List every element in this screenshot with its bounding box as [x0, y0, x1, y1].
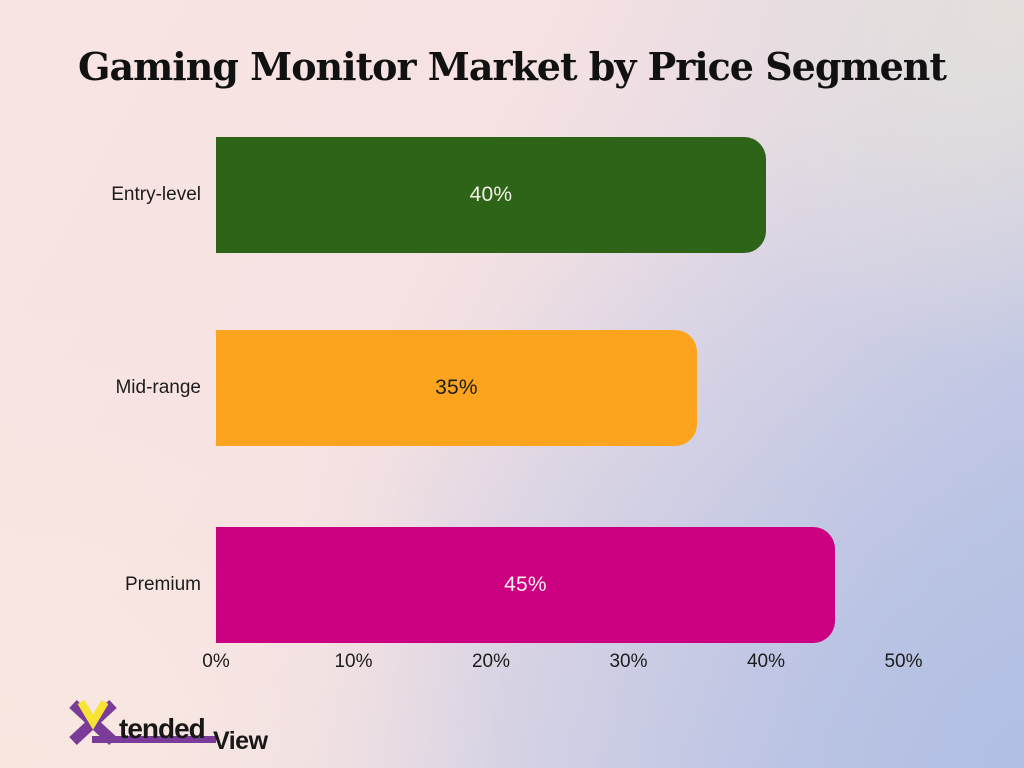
- x-axis-tick-50: 50%: [884, 651, 923, 672]
- category-label-entry-level: Entry-level: [111, 184, 201, 205]
- xtendedview-logo: tended View: [69, 699, 269, 755]
- x-axis-tick-10: 10%: [334, 651, 373, 672]
- bar-value-premium: 45%: [504, 573, 547, 596]
- x-axis-tick-20: 20%: [471, 651, 511, 672]
- bar-premium: 45%: [216, 527, 835, 643]
- x-axis-tick-30: 30%: [609, 651, 648, 672]
- xtendedview-logo-x-icon: [69, 699, 216, 746]
- bar-row-entry-level: Entry-level 40%: [0, 137, 1024, 253]
- category-label-mid-range: Mid-range: [115, 377, 201, 398]
- logo-text-view: View: [213, 727, 269, 755]
- bar-row-mid-range: Mid-range 35%: [0, 330, 1024, 446]
- logo-text-tended: tended: [119, 713, 205, 744]
- bar-mid-range: 35%: [216, 330, 697, 446]
- bar-value-entry-level: 40%: [469, 183, 513, 206]
- x-axis-tick-0: 0%: [202, 651, 230, 672]
- chart-title: Gaming Monitor Market by Price Segment: [78, 44, 947, 89]
- bar-entry-level: 40%: [216, 137, 766, 253]
- x-axis-tick-40: 40%: [746, 651, 786, 672]
- bar-row-premium: Premium 45%: [0, 527, 1024, 643]
- bar-value-mid-range: 35%: [435, 376, 478, 399]
- category-label-premium: Premium: [124, 574, 201, 595]
